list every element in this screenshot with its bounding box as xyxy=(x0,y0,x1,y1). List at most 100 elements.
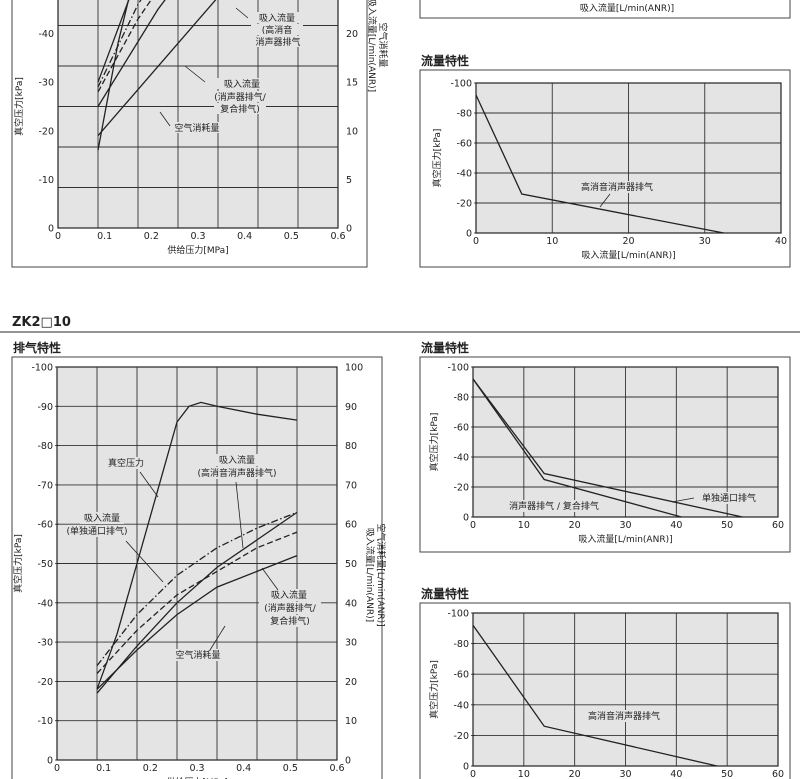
y-axis-label: 真空压力[kPa] xyxy=(428,660,440,719)
annotation: 吸入流量 xyxy=(259,12,295,24)
annotation: (高消音消声器排气) xyxy=(197,467,276,479)
x-tick-label: 0 xyxy=(470,520,476,531)
y-tick-label: -20 xyxy=(453,731,469,742)
y-tick-label: -40 xyxy=(456,169,472,180)
x-tick-label: 50 xyxy=(721,769,733,779)
y2-tick-label: 70 xyxy=(345,480,357,491)
y2-tick-label: 0 xyxy=(346,224,352,235)
annotation-bg xyxy=(172,649,224,661)
leader-line xyxy=(671,497,695,503)
x-tick-label: 10 xyxy=(518,769,530,779)
leader-line xyxy=(139,471,159,498)
y-tick-label: -40 xyxy=(453,700,469,711)
x-axis-label: 供给压力[MPa] xyxy=(166,776,227,779)
y-tick-label: -80 xyxy=(37,441,53,452)
y2-tick-label: 20 xyxy=(345,677,357,688)
y-tick-label: -10 xyxy=(37,716,53,727)
leader-line xyxy=(209,625,226,651)
x-tick-label: 0.2 xyxy=(143,763,158,774)
chart-frame xyxy=(419,356,791,553)
annotation: 吸入流量 xyxy=(271,589,307,601)
annotation-bg xyxy=(171,122,223,133)
chart-top-left: 00.10.20.30.40.50.60-10-20-30-40-5005101… xyxy=(11,0,389,268)
annotation: 吸入流量 xyxy=(219,454,255,466)
y-tick-label: -80 xyxy=(456,109,472,120)
series-line xyxy=(97,0,130,151)
y2-axis-label: 空气消耗量 xyxy=(377,22,389,67)
series-line xyxy=(97,0,130,83)
annotation: 单独通口排气 xyxy=(702,492,756,504)
annotation: (消声器排气/ xyxy=(214,91,267,103)
x-tick-label: 40 xyxy=(775,236,787,247)
y-tick-label: -20 xyxy=(38,126,54,137)
annotation-bg xyxy=(694,492,764,504)
y2-tick-label: 15 xyxy=(346,78,358,89)
x-axis-label: 吸入流量[L/min(ANR)] xyxy=(581,249,675,261)
chart-title: 排气特性 xyxy=(13,340,61,355)
series-line xyxy=(97,0,166,107)
section-title: ZK2□10 xyxy=(12,315,71,330)
annotation-bg xyxy=(267,589,311,601)
y2-tick-label: 5 xyxy=(346,175,352,186)
x-tick-label: 0.4 xyxy=(236,763,251,774)
annotation: 消声器排气 xyxy=(255,36,300,48)
x-tick-label: 0.5 xyxy=(283,763,298,774)
y-tick-label: -70 xyxy=(37,480,53,491)
y-axis-label: 真空压力[kPa] xyxy=(428,413,440,472)
x-tick-label: 60 xyxy=(772,769,784,779)
chart-frame xyxy=(419,69,791,268)
x-tick-label: 0.1 xyxy=(96,763,111,774)
x-tick-label: 20 xyxy=(569,520,581,531)
chart-bottom-right-top: 0 10 20 30 40 50 60 0 -20 -40 -60 -80 -100 吸入流量[L/min… xyxy=(419,340,791,553)
series-line xyxy=(473,378,743,517)
x-tick-label: 0.1 xyxy=(97,231,112,242)
leader-line xyxy=(261,567,279,591)
chart-bottom-left: 0 0.1 0.2 0.3 0.4 0.5 0.60-10-20-30-40-50-60-7… xyxy=(11,340,387,779)
y2-tick-label: 50 xyxy=(345,559,357,570)
y-tick-label: -80 xyxy=(453,639,469,650)
x-tick-label: 0.4 xyxy=(237,231,252,242)
chart-frame xyxy=(419,0,791,19)
annotation: 吸入流量 xyxy=(84,512,120,524)
x-tick-label: 30 xyxy=(619,769,631,779)
annotation-bg xyxy=(579,710,669,722)
x-tick-label: 20 xyxy=(569,769,581,779)
annotation-bg xyxy=(251,12,303,23)
y-tick-label: -80 xyxy=(453,393,469,404)
annotation-bg xyxy=(252,36,304,47)
y2-tick-label: 40 xyxy=(345,598,357,609)
x-tick-label: 40 xyxy=(670,520,682,531)
y-tick-label: 0 xyxy=(463,513,469,524)
annotation-bg xyxy=(191,467,283,479)
series-line xyxy=(473,624,718,766)
y2-axis-label: 吸入流量[L/min(ANR)] xyxy=(364,528,376,622)
series-line xyxy=(473,378,682,517)
series-line xyxy=(96,401,298,690)
y-tick-label: -30 xyxy=(38,78,54,89)
chart-frame xyxy=(11,0,368,268)
annotation-bg xyxy=(216,78,268,89)
y2-axis-label: 空气消耗量[L/min(ANR)] xyxy=(375,523,387,626)
x-axis-label: 吸入流量[L/min(ANR)] xyxy=(580,2,674,14)
y2-tick-label: 20 xyxy=(346,29,358,40)
annotation: 高消音消声器排气 xyxy=(581,181,653,193)
annotation-bg xyxy=(498,500,610,512)
chart-title: 流量特性 xyxy=(421,53,469,68)
series-line xyxy=(97,0,152,93)
y2-tick-label: 10 xyxy=(345,716,357,727)
annotation: (消声器排气/ xyxy=(264,602,317,614)
annotation-bg xyxy=(214,103,266,114)
x-tick-label: 30 xyxy=(619,520,631,531)
chart-frame xyxy=(419,602,791,779)
x-tick-label: 0.2 xyxy=(144,231,159,242)
leader-line xyxy=(235,7,249,19)
annotation: 复合排气) xyxy=(270,615,310,627)
y-tick-label: 0 xyxy=(48,224,54,235)
annotation-bg xyxy=(80,512,124,524)
y2-tick-label: 90 xyxy=(345,402,357,413)
annotation-bg xyxy=(214,91,266,102)
x-tick-label: 0 xyxy=(54,763,60,774)
y2-tick-label: 60 xyxy=(345,520,357,531)
series-line xyxy=(97,0,142,88)
